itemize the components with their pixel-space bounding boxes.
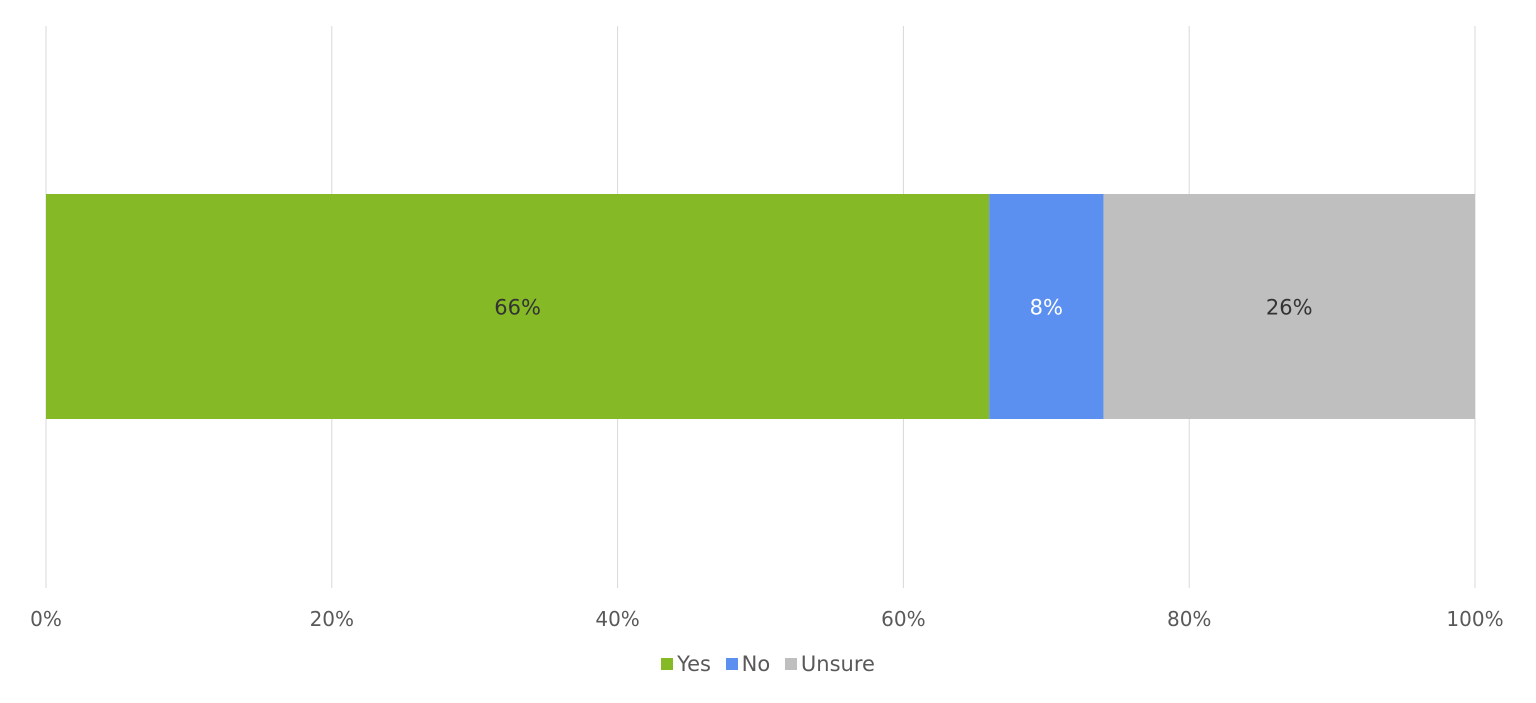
bar-segment-unsure [1103, 194, 1475, 419]
data-label-unsure: 26% [1266, 296, 1313, 320]
legend-item-unsure: Unsure [784, 652, 875, 676]
data-label-no: 8% [1030, 296, 1063, 320]
x-axis-tick-labels: 0% 20% 40% 60% 80% 100% [30, 607, 1503, 631]
x-tick-label: 20% [310, 607, 354, 631]
x-tick-label: 40% [595, 607, 639, 631]
legend: Yes No Unsure [0, 652, 1536, 676]
legend-label-yes: Yes [677, 652, 711, 676]
bar-segment-yes [46, 194, 990, 419]
bar-segment-no [989, 194, 1104, 419]
legend-swatch-no [725, 658, 738, 670]
legend-item-no: No [725, 652, 771, 676]
x-tick-label: 0% [30, 607, 62, 631]
legend-label-no: No [741, 652, 771, 676]
legend-item-yes: Yes [661, 652, 711, 676]
legend-swatch-yes [661, 658, 674, 670]
data-label-yes: 66% [494, 296, 541, 320]
x-tick-label: 100% [1446, 607, 1503, 631]
legend-label-unsure: Unsure [800, 652, 875, 676]
x-tick-label: 80% [1167, 607, 1211, 631]
legend-swatch-unsure [784, 658, 797, 670]
data-labels: 66% 8% 26% [494, 296, 1312, 320]
bar-segments [46, 194, 1475, 419]
x-tick-label: 60% [881, 607, 925, 631]
